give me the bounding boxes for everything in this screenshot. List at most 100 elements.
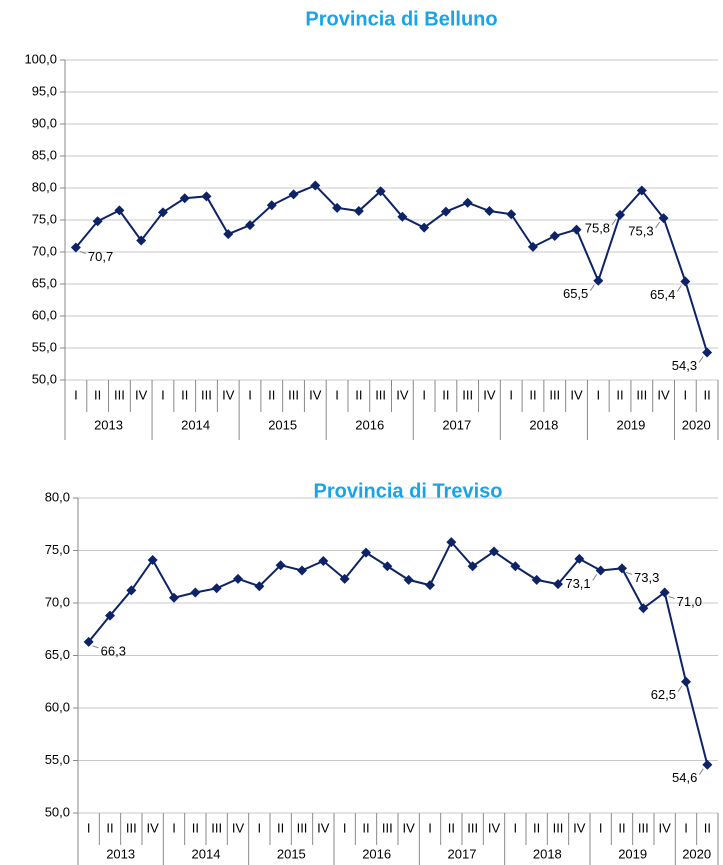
marker: [254, 581, 265, 592]
x-tick-label: IV: [573, 820, 586, 835]
x-tick-label: IV: [222, 387, 235, 402]
x-tick-label: IV: [570, 387, 583, 402]
marker: [114, 205, 125, 216]
x-tick-label: IV: [135, 387, 148, 402]
marker: [275, 560, 286, 571]
x-tick-label: IV: [396, 387, 409, 402]
label-leader: [676, 285, 682, 292]
marker: [105, 610, 115, 621]
data-label: 73,3: [634, 570, 659, 585]
marker: [318, 556, 329, 566]
x-tick-label: II: [355, 387, 362, 402]
marker: [527, 241, 538, 252]
marker: [382, 561, 393, 572]
data-label: 75,3: [628, 224, 653, 239]
group-label: 2019: [618, 846, 647, 861]
marker: [425, 580, 435, 591]
y-tick-label: 90,0: [32, 115, 57, 130]
x-tick-label: III: [297, 820, 308, 835]
x-tick-label: I: [87, 820, 91, 835]
x-tick-label: II: [192, 820, 199, 835]
x-tick-label: II: [616, 387, 623, 402]
marker: [571, 224, 582, 235]
x-tick-label: I: [684, 387, 688, 402]
marker: [658, 213, 669, 224]
group-label: 2014: [181, 417, 210, 432]
marker: [211, 583, 222, 594]
group-label: 2016: [362, 846, 391, 861]
marker: [288, 189, 299, 200]
x-tick-label: I: [172, 820, 176, 835]
data-label: 65,4: [650, 287, 675, 302]
x-tick-label: III: [114, 387, 125, 402]
marker: [440, 206, 451, 217]
group-label: 2020: [682, 417, 711, 432]
x-tick-label: III: [375, 387, 386, 402]
x-tick-label: I: [684, 820, 688, 835]
x-tick-label: II: [703, 387, 710, 402]
y-tick-label: 75,0: [32, 211, 57, 226]
x-tick-label: IV: [232, 820, 245, 835]
marker: [617, 563, 627, 574]
x-tick-label: II: [277, 820, 284, 835]
marker: [353, 206, 364, 217]
x-tick-label: II: [533, 820, 540, 835]
group-label: 2017: [448, 846, 477, 861]
y-tick-label: 80,0: [45, 489, 70, 504]
y-tick-label: 65,0: [32, 275, 57, 290]
label-leader: [668, 596, 675, 599]
x-tick-label: II: [448, 820, 455, 835]
marker: [339, 573, 350, 584]
x-tick-label: III: [288, 387, 299, 402]
group-label: 2014: [192, 846, 221, 861]
x-tick-label: I: [428, 820, 432, 835]
marker: [223, 229, 234, 240]
x-tick-label: IV: [657, 387, 670, 402]
x-tick-label: III: [549, 387, 560, 402]
marker: [506, 209, 517, 220]
x-tick-label: II: [442, 387, 449, 402]
group-label: 2017: [442, 417, 471, 432]
group-label: 2018: [533, 846, 562, 861]
marker: [484, 206, 495, 217]
x-tick-label: III: [126, 820, 137, 835]
x-tick-label: I: [161, 387, 165, 402]
series-line: [75, 184, 709, 353]
x-tick-label: II: [181, 387, 188, 402]
marker: [615, 209, 626, 220]
marker: [680, 276, 691, 287]
x-tick-label: IV: [317, 820, 330, 835]
y-tick-label: 50,0: [45, 804, 70, 819]
y-tick-label: 70,0: [32, 243, 57, 258]
marker: [126, 585, 137, 596]
marker: [446, 537, 457, 548]
x-tick-label: I: [74, 387, 78, 402]
x-tick-label: II: [529, 387, 536, 402]
marker: [462, 197, 473, 208]
label-leader: [698, 356, 704, 363]
group-label: 2015: [277, 846, 306, 861]
y-tick-label: 70,0: [45, 594, 70, 609]
marker: [702, 347, 713, 358]
label-leader: [611, 218, 617, 226]
x-tick-label: I: [248, 387, 252, 402]
marker: [403, 574, 414, 585]
marker: [310, 180, 321, 191]
x-tick-label: II: [704, 820, 711, 835]
group-label: 2016: [355, 417, 384, 432]
x-tick-label: IV: [147, 820, 160, 835]
y-tick-label: 60,0: [45, 699, 70, 714]
x-tick-label: III: [638, 820, 649, 835]
y-tick-label: 65,0: [45, 647, 70, 662]
label-leader: [625, 571, 633, 575]
x-tick-label: III: [211, 820, 222, 835]
x-tick-label: III: [201, 387, 212, 402]
marker: [201, 191, 212, 202]
data-label: 70,7: [88, 249, 113, 264]
y-tick-label: 85,0: [32, 147, 57, 162]
label-leader: [592, 574, 598, 581]
x-tick-label: II: [618, 820, 625, 835]
chart-title: Provincia di Belluno: [305, 8, 497, 30]
marker: [157, 207, 168, 218]
group-label: 2013: [106, 846, 135, 861]
